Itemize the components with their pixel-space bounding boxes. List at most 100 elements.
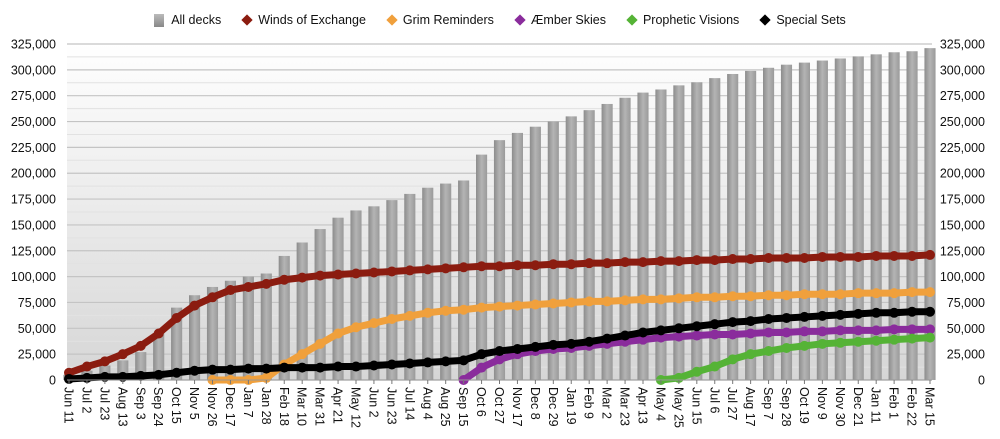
bar-all-decks — [135, 352, 147, 380]
point-winds-of-exchange — [315, 270, 326, 281]
x-tick-label: Aug 25 — [438, 387, 452, 427]
x-tick-label: Jul 6 — [707, 387, 721, 413]
x-tick-label: Feb 1 — [887, 387, 901, 419]
point-special-sets — [422, 357, 433, 368]
point-special-sets — [404, 358, 415, 369]
legend-marker-icon — [386, 14, 398, 26]
x-tick-label: Jul 2 — [79, 387, 93, 413]
bar-all-decks — [242, 276, 254, 380]
point--mber-skies — [673, 331, 684, 342]
point-grim-reminders — [404, 310, 415, 321]
point-special-sets — [530, 341, 541, 352]
y-tick-label-right: 50,000 — [947, 322, 985, 336]
y-tick-label-right: 250,000 — [940, 115, 985, 129]
bar-all-decks — [206, 286, 219, 380]
point-winds-of-exchange — [602, 258, 613, 269]
point-grim-reminders — [638, 294, 648, 305]
x-tick-label: Nov 26 — [205, 387, 219, 427]
legend-marker-icon — [514, 14, 526, 26]
point-grim-reminders — [817, 289, 828, 300]
x-tick-label: Dec 17 — [223, 387, 237, 427]
bar-all-decks — [386, 200, 398, 380]
point-winds-of-exchange — [889, 250, 900, 261]
point-special-sets — [279, 362, 290, 373]
point-special-sets — [494, 346, 505, 357]
point-special-sets — [853, 308, 864, 319]
y-tick-label-right: 150,000 — [940, 218, 985, 232]
point-grim-reminders — [925, 287, 935, 298]
y-tick-label: 25,000 — [18, 348, 56, 362]
point-prophetic-visions — [817, 338, 828, 349]
x-tick-label: Nov 17 — [510, 387, 524, 427]
point-prophetic-visions — [889, 334, 900, 345]
legend-label: Prophetic Visions — [642, 13, 740, 27]
point-grim-reminders — [351, 322, 361, 333]
point-winds-of-exchange — [440, 263, 451, 274]
point-winds-of-exchange — [584, 258, 595, 269]
point-winds-of-exchange — [189, 300, 200, 311]
x-tick-label: Mar 2 — [600, 387, 614, 419]
y-tick-label-right: 275,000 — [940, 89, 985, 103]
point-winds-of-exchange — [638, 257, 648, 268]
bar-all-decks — [637, 92, 649, 381]
bar-all-decks — [314, 229, 326, 380]
point-winds-of-exchange — [817, 251, 828, 262]
point-special-sets — [207, 364, 218, 375]
point-special-sets — [566, 338, 577, 349]
point-winds-of-exchange — [799, 253, 810, 264]
point-winds-of-exchange — [907, 250, 918, 261]
point-prophetic-visions — [835, 337, 846, 348]
legend-item: All decks — [154, 13, 221, 27]
bar-all-decks — [260, 273, 272, 380]
point--mber-skies — [925, 324, 935, 335]
y-tick-label-right: 300,000 — [940, 63, 985, 77]
x-tick-label: Sep 24 — [151, 387, 165, 427]
bar-all-decks — [278, 255, 290, 380]
y-tick-label: 50,000 — [18, 322, 56, 336]
point-grim-reminders — [781, 290, 792, 301]
line-series — [64, 249, 935, 385]
bar-all-decks — [691, 82, 703, 380]
line-prophetic-visions — [660, 334, 931, 384]
legend-label: Special Sets — [776, 13, 846, 27]
x-tick-label: Mar 10 — [295, 387, 309, 426]
x-tick-label: Sep 7 — [761, 387, 775, 420]
point-special-sets — [315, 362, 326, 373]
point--mber-skies — [763, 327, 774, 338]
point-grim-reminders — [530, 299, 541, 310]
y-tick-label-right: 0 — [978, 374, 985, 388]
point-winds-of-exchange — [745, 254, 756, 265]
point-grim-reminders — [799, 289, 810, 300]
point-prophetic-visions — [763, 346, 774, 357]
x-tick-label: Jan 28 — [259, 387, 273, 425]
bar-all-decks — [727, 73, 739, 380]
point-prophetic-visions — [925, 332, 935, 343]
point-special-sets — [781, 312, 792, 323]
x-tick-label: Jan 7 — [241, 387, 255, 418]
x-tick-label: Oct 6 — [474, 387, 488, 417]
point-grim-reminders — [871, 288, 882, 299]
point-winds-of-exchange — [494, 261, 505, 272]
point-special-sets — [333, 361, 344, 372]
bar-all-decks — [404, 193, 416, 380]
y-tick-label: 325,000 — [11, 38, 56, 52]
bar-all-decks — [368, 206, 380, 380]
point-winds-of-exchange — [333, 269, 344, 280]
x-tick-label: Feb 9 — [582, 387, 596, 419]
point-special-sets — [135, 370, 146, 381]
x-tick-label: Mar 31 — [313, 387, 327, 426]
y-axis-left: 0 25,000 50,000 75,000 100,000 125,000 150,000… — [11, 38, 56, 388]
point-grim-reminders — [691, 292, 702, 303]
point-winds-of-exchange — [673, 256, 684, 267]
point-special-sets — [835, 309, 846, 320]
point-grim-reminders — [386, 314, 397, 325]
bar-all-decks — [870, 54, 882, 380]
x-tick-label: May 12 — [349, 387, 363, 428]
bar-all-decks — [153, 333, 165, 380]
x-tick-label: Jul 23 — [97, 387, 111, 420]
point-special-sets — [925, 306, 935, 317]
point-winds-of-exchange — [207, 292, 218, 303]
legend-marker-icon — [241, 14, 253, 26]
point-special-sets — [297, 362, 308, 373]
